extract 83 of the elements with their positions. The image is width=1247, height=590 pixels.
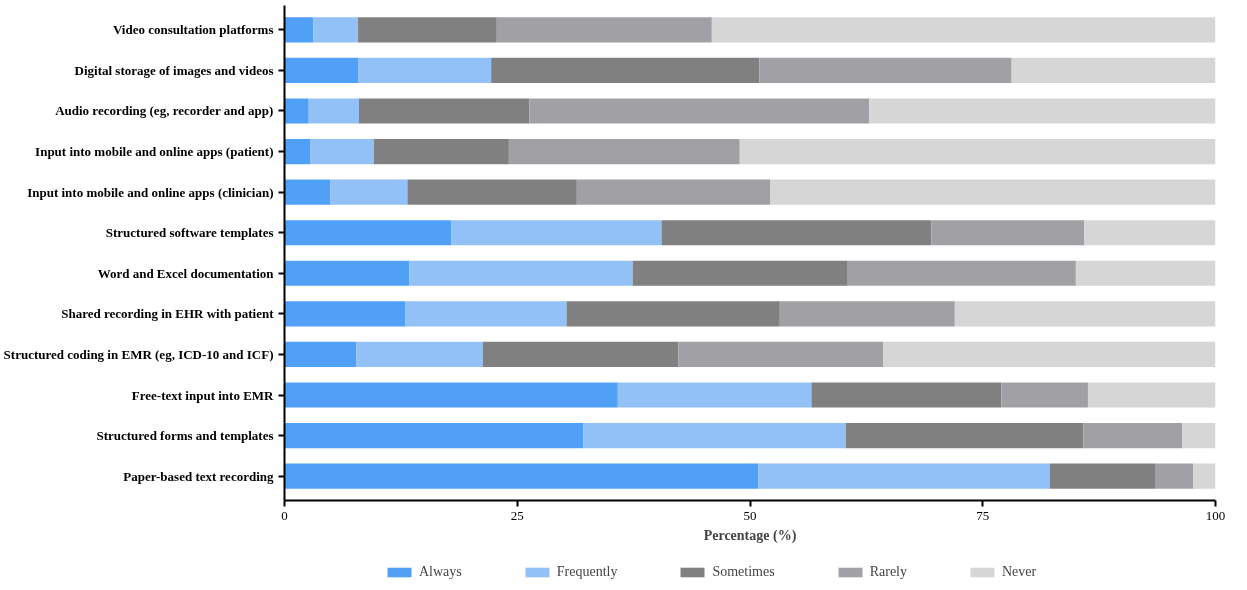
y-tick-label: Input into mobile and online apps (clinician) (27, 184, 274, 200)
x-tick-label: 50 (743, 507, 757, 523)
legend-label: Rarely (869, 564, 907, 580)
y-tick-label: Paper-based text recording (123, 468, 274, 484)
bar (284, 17, 314, 43)
bar (1001, 382, 1088, 408)
bar (1084, 220, 1216, 246)
bar (284, 220, 452, 246)
bar (576, 179, 771, 205)
bar (284, 260, 410, 286)
bar (1193, 463, 1216, 489)
bar (758, 463, 1050, 489)
bar (869, 98, 1216, 124)
bar (779, 301, 955, 327)
bar (1075, 260, 1216, 286)
bar (284, 301, 406, 327)
bar (566, 301, 780, 327)
legend-label: Sometimes (712, 564, 775, 580)
bar (284, 179, 331, 205)
bar (1049, 463, 1155, 489)
bar (711, 17, 1216, 43)
y-tick-label: Structured coding in EMR (eg, ICD-10 and ICF) (3, 346, 274, 362)
y-tick-label: Structured forms and templates (96, 428, 274, 444)
bar (883, 341, 1216, 368)
bar (356, 341, 483, 368)
bar (310, 138, 374, 165)
bar (678, 341, 884, 368)
bar (632, 260, 848, 286)
y-tick-label: Digital storage of images and videos (74, 62, 274, 78)
bar (451, 220, 662, 246)
bar (496, 17, 712, 43)
bar (529, 98, 870, 124)
bar (409, 260, 633, 286)
x-tick-label: 100 (1205, 507, 1226, 523)
bar (661, 220, 932, 246)
bar (845, 423, 1084, 449)
bar (1083, 423, 1182, 449)
bar (770, 179, 1216, 205)
bar (508, 138, 740, 165)
bar (284, 341, 357, 368)
x-tick-label: 75 (976, 507, 990, 523)
x-tick-label: 0 (281, 507, 288, 523)
y-tick-label: Word and Excel documentation (97, 265, 275, 281)
bar (407, 179, 577, 205)
bar (405, 301, 567, 327)
bar (284, 382, 618, 408)
x-axis-title: Percentage (%) (703, 527, 797, 544)
bar (954, 301, 1216, 327)
bar (1087, 382, 1216, 408)
bar (1181, 423, 1216, 449)
bar (491, 57, 760, 83)
bar (1011, 57, 1216, 83)
bar (358, 57, 492, 83)
bar (811, 382, 1002, 408)
bar (482, 341, 679, 368)
bar (284, 138, 311, 165)
bar (284, 423, 584, 449)
y-tick-label: Video consultation platforms (112, 22, 274, 38)
y-tick-label: Shared recording in EHR with patient (61, 306, 275, 322)
legend-label: Never (1002, 564, 1037, 580)
y-tick-label: Free-text input into EMR (131, 387, 275, 403)
bar (313, 17, 359, 43)
bar (284, 463, 759, 489)
bar (358, 17, 497, 43)
bar (617, 382, 812, 408)
bar (931, 220, 1085, 246)
bar (847, 260, 1076, 286)
bar (308, 98, 359, 124)
bar (373, 138, 509, 165)
bar (358, 98, 530, 124)
bar (284, 57, 359, 83)
bar (739, 138, 1216, 165)
bar (284, 98, 309, 124)
y-tick-label: Input into mobile and online apps (patient) (35, 144, 274, 160)
y-tick-label: Audio recording (eg, recorder and app) (55, 103, 274, 119)
bar (1154, 463, 1194, 489)
bar (583, 423, 846, 449)
bar (330, 179, 408, 205)
legend-label: Frequently (556, 564, 618, 580)
bar (759, 57, 1012, 83)
y-tick-label: Structured software templates (105, 225, 274, 241)
x-tick-label: 25 (510, 507, 524, 523)
legend-label: Always (419, 564, 462, 580)
